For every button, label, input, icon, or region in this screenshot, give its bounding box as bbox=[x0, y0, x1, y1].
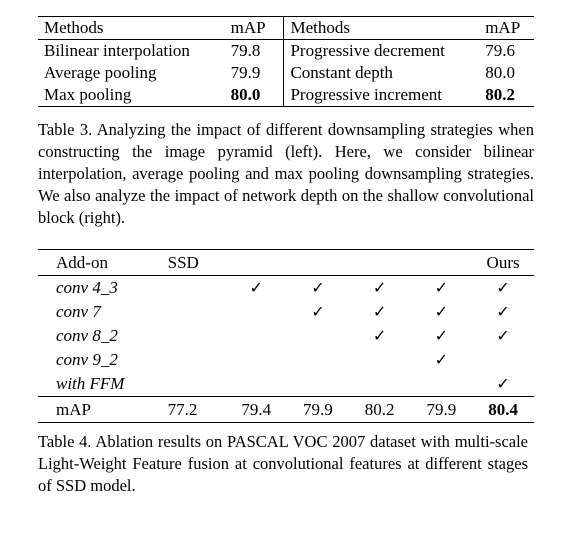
table-3-header-methods-right: Methods bbox=[283, 16, 480, 40]
table-4-body: conv 4_3 ✓ ✓ ✓ ✓ ✓ conv 7 ✓ ✓ ✓ ✓ conv 8_2 ✓ ✓ ✓ conv 9… bbox=[38, 276, 534, 397]
check-icon: ✓ bbox=[496, 326, 510, 345]
check-icon: ✓ bbox=[434, 278, 449, 297]
table-3-method-left: Max pooling bbox=[38, 84, 225, 107]
table-4-addon-label: with FFM bbox=[56, 374, 125, 393]
check-icon: ✓ bbox=[496, 374, 510, 393]
table-4-map-value: 79.4 bbox=[225, 396, 288, 423]
table-row: Max pooling 80.0 Progressive increment 8… bbox=[38, 84, 534, 107]
table-4-map-value: 77.2 bbox=[167, 396, 226, 423]
table-4-empty-cell bbox=[349, 372, 411, 397]
table-4-map-value-best: 80.4 bbox=[472, 396, 534, 423]
table-3-method-left: Bilinear interpolation bbox=[44, 41, 190, 60]
table-3-method-right: Progressive increment bbox=[283, 84, 480, 107]
table-3-header-row: Methods mAP Methods mAP bbox=[38, 16, 534, 40]
table-4-empty-cell bbox=[225, 372, 287, 397]
table-4-empty-cell bbox=[349, 348, 411, 372]
table-3-header-map-right: mAP bbox=[479, 16, 534, 40]
table-4-empty-cell bbox=[168, 372, 226, 397]
table-3-map-right: 80.0 bbox=[485, 63, 515, 82]
table-3-method-left: Average pooling bbox=[44, 63, 157, 82]
table-4-addon-label: conv 8_2 bbox=[56, 326, 118, 345]
table-4-empty-cell bbox=[287, 372, 349, 397]
table-row: conv 8_2 ✓ ✓ ✓ bbox=[38, 324, 534, 348]
table-4-map-value: 79.9 bbox=[410, 396, 473, 423]
table-4-empty-cell bbox=[225, 348, 287, 372]
table-3-header-map-left: mAP bbox=[224, 16, 284, 40]
table-4-map-value: 80.2 bbox=[348, 396, 411, 423]
table-4-header-empty bbox=[287, 249, 349, 276]
table-row: Bilinear interpolation 79.8 Progressive … bbox=[38, 39, 534, 62]
table-4-empty-cell bbox=[168, 300, 226, 324]
table-row: conv 9_2 ✓ bbox=[38, 348, 534, 372]
table-4-header-empty bbox=[225, 249, 288, 276]
check-icon: ✓ bbox=[311, 278, 325, 297]
table-4-map-label: mAP bbox=[38, 396, 168, 423]
check-icon: ✓ bbox=[434, 326, 449, 345]
check-icon: ✓ bbox=[372, 278, 387, 297]
table-4-addon-label: conv 7 bbox=[56, 302, 101, 321]
table-4-empty-cell bbox=[472, 348, 534, 372]
check-icon: ✓ bbox=[311, 302, 325, 321]
table-3-method-right: Progressive decrement bbox=[283, 39, 480, 62]
table-row: Average pooling 79.9 Constant depth 80.0 bbox=[38, 62, 534, 84]
table-4-caption: Table 4. Ablation results on PASCAL VOC … bbox=[38, 432, 528, 495]
table-row: conv 7 ✓ ✓ ✓ ✓ bbox=[38, 300, 534, 324]
table-3-map-right-best: 80.2 bbox=[479, 84, 534, 107]
table-4-empty-cell bbox=[225, 300, 287, 324]
check-icon: ✓ bbox=[372, 326, 387, 345]
table-4-addon-label: conv 9_2 bbox=[56, 350, 118, 369]
table-4-header-addon: Add-on bbox=[38, 249, 168, 276]
table-4-empty-cell bbox=[410, 372, 472, 397]
table-3-header-methods-left: Methods bbox=[38, 16, 225, 40]
table-3-map-left: 79.8 bbox=[230, 41, 261, 60]
table-3-map-left: 79.9 bbox=[230, 63, 261, 82]
table-4-addon-label: conv 4_3 bbox=[56, 278, 118, 297]
check-icon: ✓ bbox=[434, 302, 449, 321]
table-4-header-empty bbox=[348, 249, 411, 276]
table-4-empty-cell bbox=[287, 348, 349, 372]
table-3-map-left-best: 80.0 bbox=[224, 84, 284, 107]
table-row: with FFM ✓ bbox=[38, 372, 534, 397]
table-4: Add-on SSD Ours conv 4_3 ✓ ✓ ✓ ✓ ✓ conv 7 ✓ ✓ ✓ ✓ c… bbox=[38, 249, 534, 423]
table-4-header-ssd: SSD bbox=[167, 249, 226, 276]
table-4-map-value: 79.9 bbox=[287, 396, 349, 423]
table-4-empty-cell bbox=[168, 276, 226, 301]
check-icon: ✓ bbox=[372, 302, 387, 321]
page-content: Methods mAP Methods mAP Bilinear interpo… bbox=[38, 16, 543, 497]
table-4-empty-cell bbox=[287, 324, 349, 348]
table-4-empty-cell bbox=[168, 348, 226, 372]
check-icon: ✓ bbox=[434, 350, 449, 369]
check-icon: ✓ bbox=[496, 302, 510, 321]
table-3-caption: Table 3. Analyzing the impact of differe… bbox=[38, 120, 534, 227]
table-4-empty-cell bbox=[168, 324, 226, 348]
table-row: conv 4_3 ✓ ✓ ✓ ✓ ✓ bbox=[38, 276, 534, 301]
check-icon: ✓ bbox=[496, 278, 510, 297]
table-3-map-right: 79.6 bbox=[485, 41, 515, 60]
check-icon: ✓ bbox=[249, 278, 263, 297]
table-3-method-right: Constant depth bbox=[283, 62, 480, 84]
table-4-empty-cell bbox=[225, 324, 287, 348]
table-4-header-row: Add-on SSD Ours bbox=[38, 249, 534, 276]
table-3: Methods mAP Methods mAP Bilinear interpo… bbox=[38, 16, 534, 107]
table-4-map-row: mAP 77.2 79.4 79.9 80.2 79.9 80.4 bbox=[38, 396, 534, 423]
table-4-header-empty bbox=[410, 249, 473, 276]
table-4-header-ours: Ours bbox=[472, 249, 534, 276]
